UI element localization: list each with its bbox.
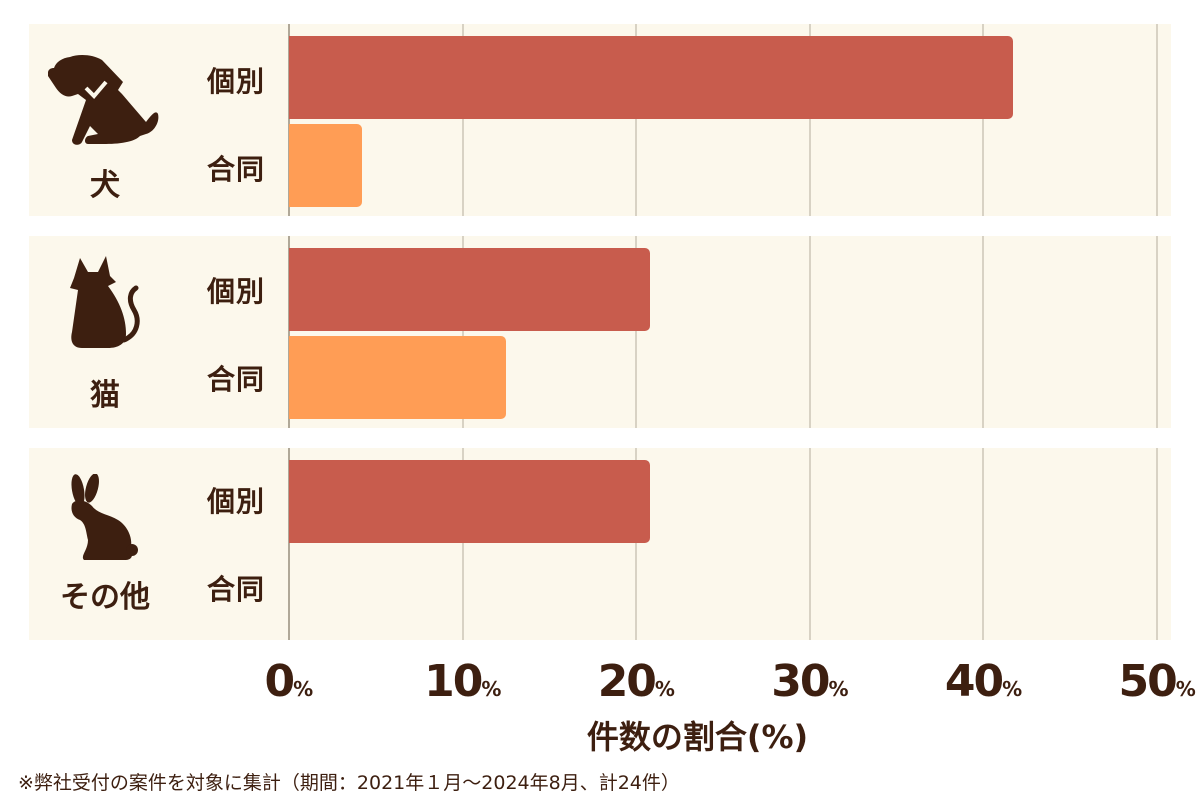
gridline xyxy=(635,24,638,216)
footnote: ※弊社受付の案件を対象に集計（期間：2021年１月～2024年8月、計24件） xyxy=(18,772,680,794)
bar-joint xyxy=(289,336,506,419)
category-label-other: その他 xyxy=(60,580,150,615)
gridline xyxy=(461,236,464,428)
gridline xyxy=(1156,236,1158,428)
gridline xyxy=(982,24,985,216)
gridline xyxy=(808,24,811,216)
gridline xyxy=(982,236,985,428)
gridline xyxy=(1156,24,1158,216)
bar-individual xyxy=(289,36,1013,119)
y-axis-line xyxy=(288,448,290,640)
series-label-joint: 合同 xyxy=(206,573,265,606)
category-label-dog: 犬 xyxy=(90,168,120,203)
x-tick-label: 40% xyxy=(944,656,1023,707)
x-axis-label: 件数の割合(%) xyxy=(586,718,809,756)
gridline xyxy=(461,24,464,216)
x-tick-label: 30% xyxy=(771,656,849,707)
y-axis-line xyxy=(288,24,290,216)
series-label-joint: 合同 xyxy=(206,363,265,396)
x-tick-label: 50% xyxy=(1118,656,1196,707)
series-label-individual: 個別 xyxy=(206,275,265,308)
x-tick-label: 10% xyxy=(424,656,502,707)
x-tick-label: 0% xyxy=(264,656,314,707)
gridline xyxy=(1156,448,1158,640)
series-label-joint: 合同 xyxy=(206,153,265,186)
bar-joint xyxy=(289,124,362,207)
series-label-individual: 個別 xyxy=(206,65,265,98)
series-label-individual: 個別 xyxy=(206,485,265,518)
category-label-cat: 猫 xyxy=(90,378,120,413)
gridline xyxy=(982,448,985,640)
gridline xyxy=(635,448,638,640)
rabbit-icon xyxy=(71,474,138,560)
gridline xyxy=(635,236,638,428)
gridline xyxy=(461,448,464,640)
gridline xyxy=(808,236,811,428)
gridline xyxy=(808,448,811,640)
bar-individual xyxy=(289,248,651,331)
bar-individual xyxy=(289,460,651,543)
dog-icon xyxy=(48,55,159,145)
y-axis-line xyxy=(288,236,290,428)
x-tick-label: 20% xyxy=(597,656,675,707)
cat-icon xyxy=(70,256,140,348)
